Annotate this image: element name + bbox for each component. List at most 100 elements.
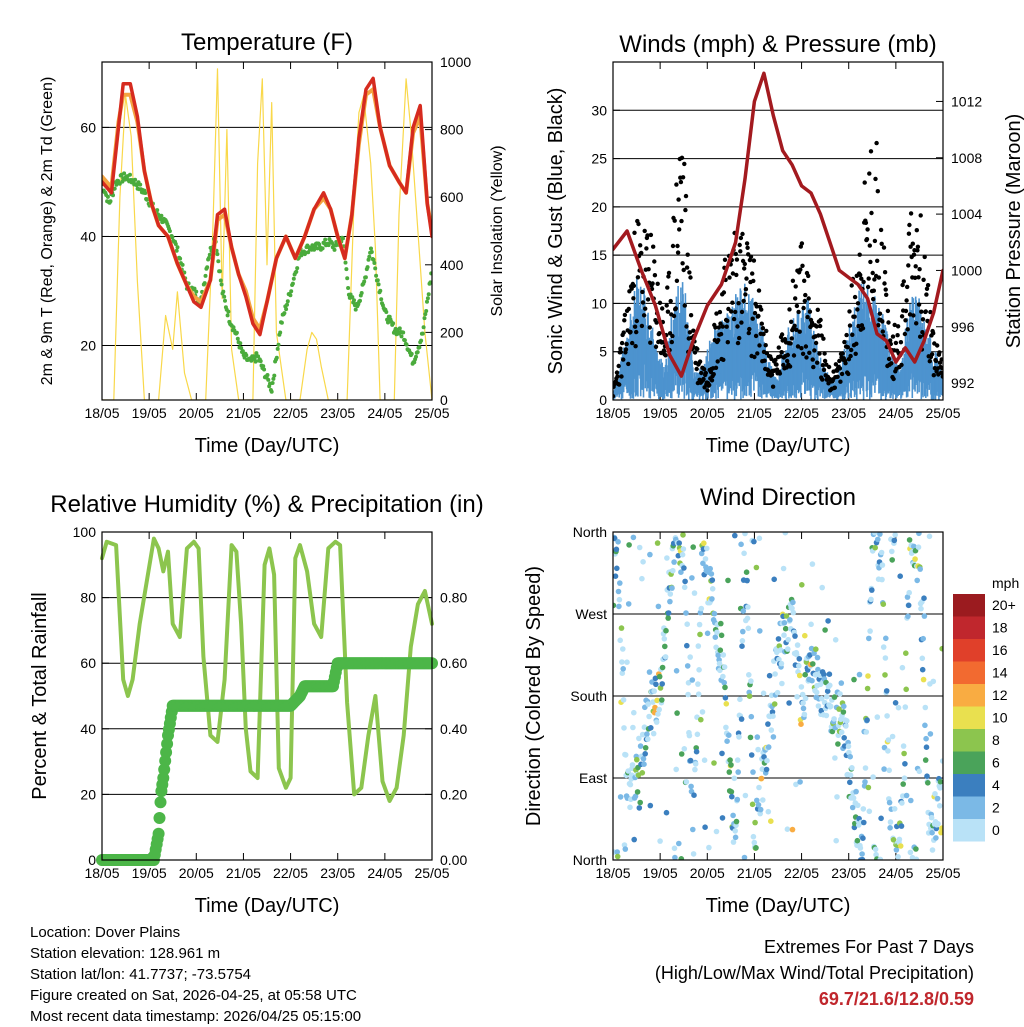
direction-point bbox=[760, 690, 767, 697]
humidity-series bbox=[96, 536, 438, 866]
direction-point bbox=[671, 845, 678, 852]
gust-point bbox=[657, 300, 663, 305]
dewpoint-point bbox=[265, 373, 270, 377]
y-right-axis-label: Solar Insolation (Yellow) bbox=[489, 145, 506, 316]
direction-point bbox=[802, 695, 809, 702]
gust-point bbox=[630, 340, 635, 346]
gust-point bbox=[666, 270, 672, 276]
gust-point bbox=[924, 286, 930, 291]
direction-point bbox=[841, 703, 847, 710]
gust-point bbox=[671, 313, 677, 319]
gust-point bbox=[735, 324, 740, 329]
direction-point bbox=[707, 565, 713, 572]
gust-point bbox=[838, 379, 843, 384]
direction-point bbox=[796, 656, 803, 662]
y-tick-label: 30 bbox=[591, 102, 607, 118]
direction-point bbox=[613, 602, 617, 609]
direction-point bbox=[786, 700, 792, 706]
gust-point bbox=[739, 309, 745, 315]
direction-point bbox=[636, 805, 643, 811]
direction-point bbox=[824, 693, 830, 700]
y-tick-label: West bbox=[575, 606, 607, 622]
dewpoint-point bbox=[372, 261, 377, 265]
direction-point bbox=[652, 704, 658, 711]
direction-point bbox=[690, 544, 696, 550]
gust-point bbox=[803, 344, 809, 349]
gust-point bbox=[853, 351, 858, 356]
direction-point bbox=[889, 733, 896, 740]
dewpoint-point bbox=[219, 282, 224, 287]
direction-point bbox=[882, 672, 888, 678]
gust-point bbox=[806, 273, 811, 279]
direction-point bbox=[903, 650, 909, 656]
gust-point bbox=[817, 323, 823, 329]
y-tick-label: 60 bbox=[80, 655, 96, 671]
direction-point bbox=[787, 617, 793, 623]
direction-point bbox=[824, 688, 831, 694]
direction-point bbox=[651, 688, 657, 694]
direction-point bbox=[865, 784, 872, 791]
direction-point bbox=[733, 818, 740, 825]
direction-point bbox=[836, 706, 842, 712]
gust-point bbox=[785, 352, 790, 358]
direction-point bbox=[640, 756, 647, 762]
direction-point bbox=[613, 546, 620, 553]
direction-point bbox=[730, 839, 737, 845]
gust-point bbox=[796, 309, 801, 315]
gust-point bbox=[862, 180, 867, 185]
direction-point bbox=[802, 632, 808, 639]
gust-point bbox=[716, 325, 721, 330]
dewpoint-point bbox=[332, 247, 337, 252]
dewpoint-point bbox=[399, 334, 404, 339]
direction-point bbox=[681, 565, 687, 571]
gust-point bbox=[695, 346, 700, 352]
gust-point bbox=[733, 309, 738, 315]
gust-point bbox=[882, 270, 888, 275]
gust-point bbox=[852, 314, 857, 319]
gust-point bbox=[821, 336, 826, 341]
direction-point bbox=[904, 594, 911, 600]
gust-point bbox=[800, 263, 805, 268]
gust-point bbox=[815, 307, 820, 312]
direction-point bbox=[878, 549, 885, 556]
gust-point bbox=[664, 303, 669, 308]
y-tick-label: East bbox=[579, 770, 607, 786]
gust-point bbox=[849, 347, 854, 353]
plot-frame bbox=[612, 61, 944, 401]
dewpoint-point bbox=[371, 257, 376, 262]
direction-point bbox=[687, 757, 694, 764]
direction-point bbox=[825, 618, 831, 624]
gust-point bbox=[655, 281, 660, 286]
gust-point bbox=[683, 193, 689, 199]
direction-point bbox=[863, 729, 870, 735]
direction-point bbox=[702, 556, 709, 562]
direction-point bbox=[827, 703, 834, 710]
dewpoint-point bbox=[363, 275, 368, 280]
dewpoint-point bbox=[429, 271, 432, 276]
dewpoint-point bbox=[341, 236, 345, 241]
gust-point bbox=[699, 370, 704, 376]
direction-point bbox=[925, 780, 931, 786]
gust-point bbox=[644, 246, 649, 251]
plot-frame bbox=[612, 531, 944, 861]
direction-point bbox=[809, 677, 815, 684]
station-info: Location: Dover Plains Station elevation… bbox=[30, 922, 361, 1027]
dewpoint-point bbox=[376, 282, 381, 287]
direction-point bbox=[615, 588, 622, 595]
direction-point bbox=[751, 839, 758, 846]
gust-point bbox=[832, 385, 837, 390]
direction-point bbox=[680, 532, 686, 538]
direction-point bbox=[674, 710, 680, 716]
gust-point bbox=[651, 244, 656, 249]
direction-point bbox=[726, 732, 732, 738]
direction-point bbox=[847, 779, 853, 786]
dewpoint-point bbox=[105, 194, 110, 199]
gust-point bbox=[677, 227, 682, 232]
gust-point bbox=[876, 323, 881, 328]
direction-point bbox=[742, 532, 748, 537]
direction-point bbox=[720, 673, 726, 680]
dewpoint-point bbox=[362, 279, 367, 284]
direction-point bbox=[851, 676, 857, 683]
gust-point bbox=[865, 284, 871, 290]
direction-point bbox=[771, 576, 777, 583]
